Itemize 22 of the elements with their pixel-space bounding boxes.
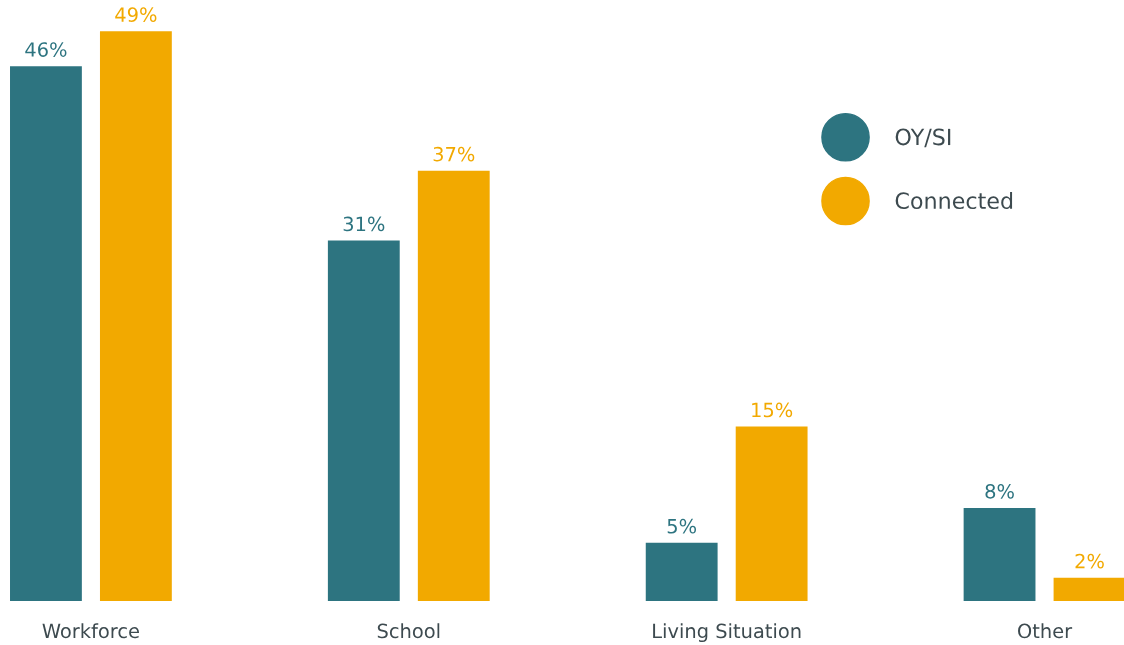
bar (645, 542, 718, 601)
data-label: 46% (25, 42, 67, 57)
x-tick-label: School (377, 623, 440, 639)
bar (963, 507, 1036, 601)
bar (327, 240, 400, 601)
data-label: 2% (1075, 553, 1104, 569)
data-label: 49% (115, 7, 157, 23)
data-label: 31% (343, 216, 385, 232)
x-tick-label: Workforce (42, 623, 139, 639)
legend-label: OY/SI (895, 128, 951, 148)
data-label: 37% (433, 146, 475, 162)
bar (417, 170, 490, 601)
x-tick-label: Living Situation (653, 623, 801, 643)
bar (1053, 577, 1124, 601)
bar (735, 426, 808, 601)
legend-label: Connected (895, 191, 1013, 210)
bar (99, 31, 172, 601)
data-label: 8% (985, 483, 1014, 499)
data-label: 15% (752, 402, 793, 418)
bar (10, 66, 82, 601)
data-label: 5% (667, 518, 697, 534)
x-tick-label: Other (1018, 623, 1073, 639)
